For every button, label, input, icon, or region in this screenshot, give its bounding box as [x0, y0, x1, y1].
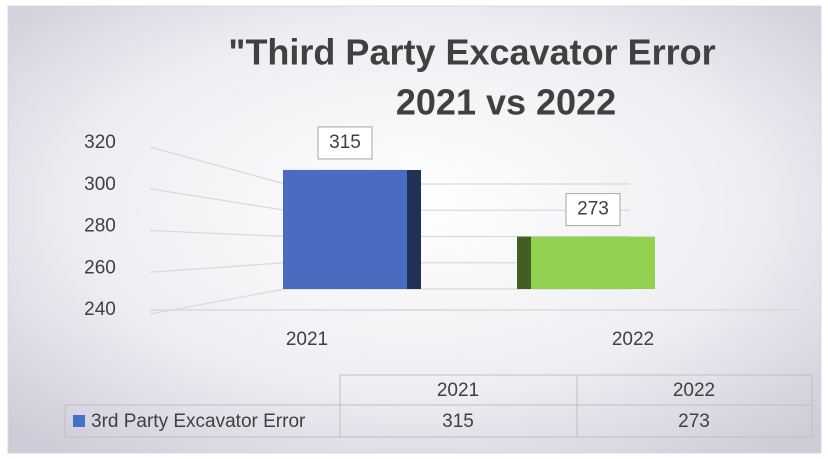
- chart-title: 2021 vs 2022: [396, 82, 616, 123]
- table-value: 273: [678, 411, 710, 432]
- data-label-box: [317, 126, 373, 160]
- y-tick-label: 260: [84, 257, 116, 278]
- y-tick-label: 280: [84, 216, 116, 237]
- y-tick-label: 320: [84, 132, 116, 153]
- y-tick-label: 300: [84, 174, 116, 195]
- y-tick-label: 240: [84, 299, 116, 320]
- data-label: 273: [577, 199, 609, 220]
- bar-side: [517, 236, 531, 289]
- x-tick-label: 2022: [612, 329, 654, 350]
- x-tick-label: 2021: [286, 329, 328, 350]
- data-label-box: [565, 193, 621, 227]
- table-cell: [576, 404, 813, 438]
- bar: [531, 236, 655, 289]
- data-label: 315: [329, 132, 361, 153]
- legend-label: 3rd Party Excavator Error: [91, 411, 306, 432]
- bar-side: [407, 169, 421, 289]
- table-value: 315: [442, 411, 474, 432]
- chart-title: "Third Party Excavator Error: [228, 32, 715, 73]
- table-header: 2021: [437, 380, 479, 401]
- table-header: 2022: [673, 380, 715, 401]
- bar: [283, 169, 407, 289]
- legend-swatch: [73, 415, 85, 427]
